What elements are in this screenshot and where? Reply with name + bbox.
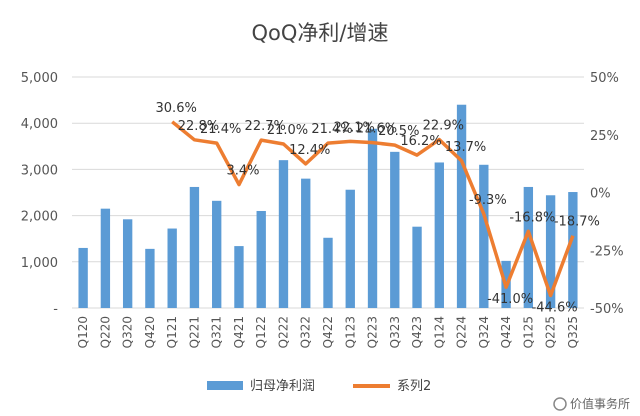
bar [100,208,111,308]
data-label: 20.5% [378,124,419,139]
right-axis: -50% -25% 0% 25% 50% [590,71,624,317]
y-left-tick-label: 4,000 [21,117,58,132]
x-tick-label: Q123 [343,316,357,348]
x-tick-label: Q420 [143,316,157,348]
data-label: -9.3% [469,193,507,208]
watermark: 价值事务所 [553,396,630,411]
x-tick-label: Q222 [276,316,290,348]
series-line [171,120,575,298]
x-tick-label: Q422 [321,316,335,348]
legend-label-bar: 归母净利润 [250,379,315,394]
legend-swatch-bar [207,381,243,390]
data-label: -41.0% [487,292,533,307]
bar [345,189,355,308]
bar [278,160,289,308]
data-label: 13.7% [445,140,486,155]
bar [122,219,133,308]
data-label: -16.8% [509,210,555,225]
y-right-tick-label: -50% [590,302,624,317]
data-label: 21.6% [356,122,397,137]
y-left-tick-label: 1,000 [21,256,58,271]
left-axis: - 1,000 2,000 3,000 4,000 5,000 [21,71,59,317]
bar [78,247,88,308]
data-label: 22.1% [334,120,375,135]
data-label: 22.7% [245,119,286,134]
chart-title: QoQ净利/增速 [252,21,389,45]
x-tick-label: Q120 [76,316,90,348]
data-label: 3.4% [226,164,259,179]
y-right-tick-label: 0% [590,187,611,202]
data-label: 21.4% [311,122,352,137]
data-label: 12.4% [289,143,330,158]
x-tick-label: Q220 [98,316,112,348]
bar [256,210,266,308]
bar [412,226,422,308]
data-label: -44.6% [532,301,578,316]
data-label: 21.4% [200,122,241,137]
bar [367,128,378,308]
y-left-tick-label: - [53,302,58,317]
line-series [171,120,575,298]
x-tick-label: Q423 [410,316,424,348]
bar [434,162,444,308]
x-tick-label: Q223 [366,316,380,348]
y-left-tick-label: 5,000 [21,71,58,86]
bar [456,104,467,308]
x-tick-label: Q421 [232,316,246,348]
x-tick-label: Q122 [254,316,268,348]
bar [212,200,222,308]
x-tick-label: Q325 [566,316,580,348]
data-labels: 30.6%22.8%21.4%3.4%22.7%21.0%12.4%21.4%2… [156,101,600,316]
x-tick-label: Q323 [388,316,402,348]
x-tick-label: Q125 [521,316,535,348]
bar [323,237,333,308]
x-tick-label: Q321 [210,316,224,348]
x-tick-label: Q121 [165,316,179,348]
x-tick-label: Q221 [187,316,201,348]
watermark-text: 价值事务所 [570,396,630,411]
y-right-tick-label: 25% [590,129,619,144]
x-tick-label: Q124 [432,316,446,348]
data-label: 22.8% [178,119,219,134]
bar [568,192,578,308]
legend: 归母净利润 系列2 [207,379,431,394]
bar [189,186,200,308]
data-label: 16.2% [400,134,441,149]
x-tick-label: Q225 [544,316,558,348]
x-tick-label: Q424 [499,316,513,348]
y-left-tick-label: 2,000 [21,210,58,225]
bar [301,178,311,308]
bar [145,248,155,308]
x-axis: Q120 Q220 Q320 Q420 Q121 Q221 Q321 Q421 Q122 Q222… [76,316,580,348]
data-label: 22.9% [423,119,464,134]
data-label: 30.6% [156,101,197,116]
weibo-icon [553,397,567,411]
x-tick-label: Q322 [299,316,313,348]
bar [523,186,534,308]
bar [234,246,244,308]
x-tick-label: Q320 [121,316,135,348]
bar [167,228,177,308]
data-label: -18.7% [554,215,600,230]
y-right-tick-label: 50% [590,71,619,86]
bar [390,151,400,308]
x-tick-label: Q224 [455,316,469,348]
gridlines [72,76,584,309]
y-left-tick-label: 3,000 [21,163,58,178]
data-label: 21.0% [267,123,308,138]
x-tick-label: Q324 [477,316,491,348]
bar [479,164,489,308]
y-right-tick-label: -25% [590,244,624,259]
legend-label-line: 系列2 [397,379,431,394]
bar [545,195,556,308]
